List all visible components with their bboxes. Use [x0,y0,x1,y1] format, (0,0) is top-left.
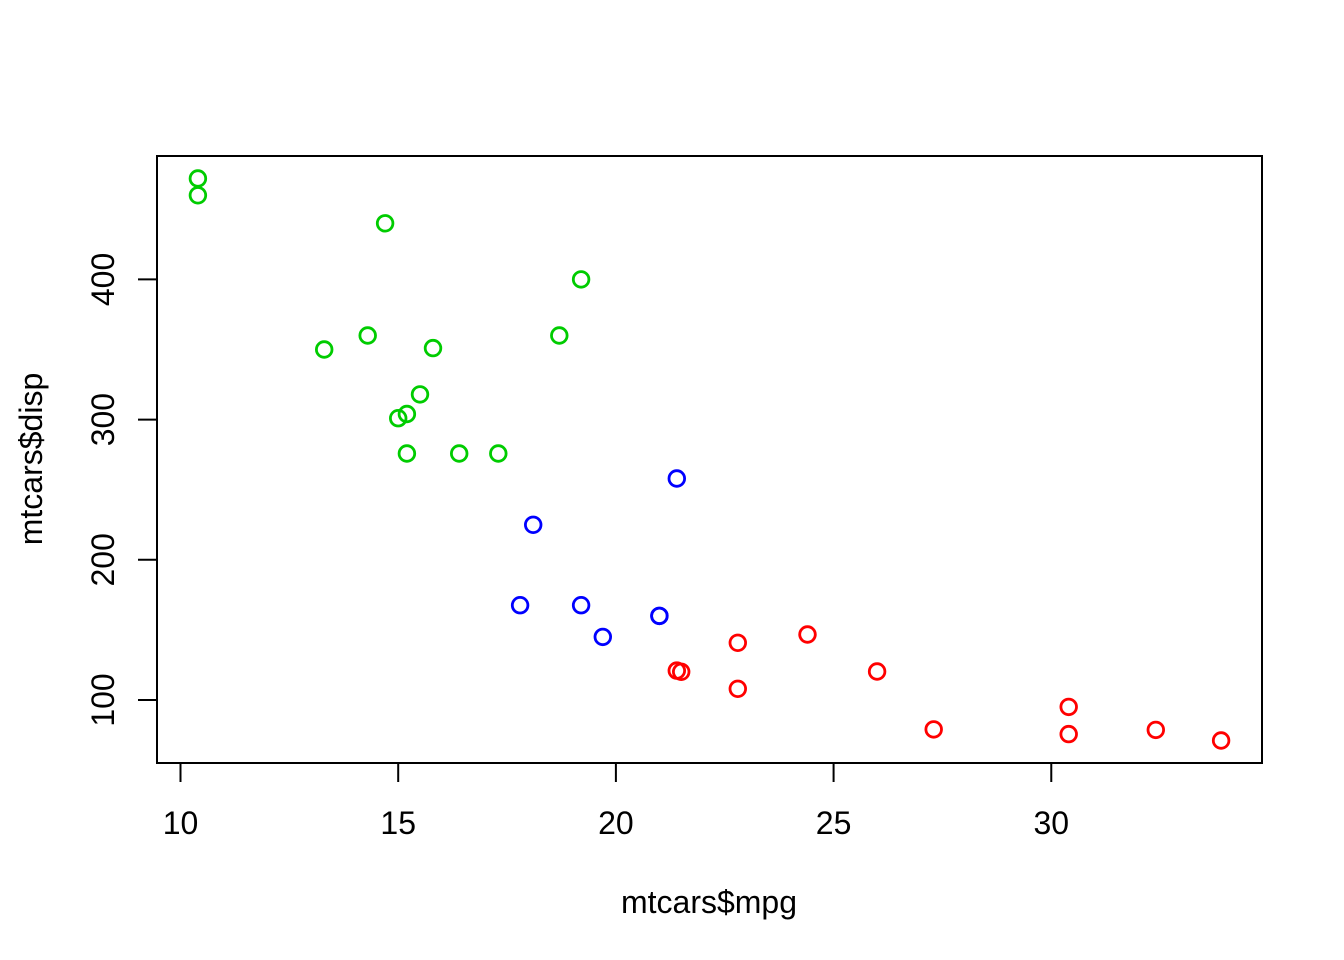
data-point-green [389,409,408,428]
data-point-green [489,444,508,463]
data-point-green [571,270,591,289]
x-axis-tick-label: 15 [380,805,416,841]
data-point-red [667,661,687,680]
data-point-red [867,662,887,681]
data-point-green [450,444,469,463]
data-point-blue [667,469,687,488]
data-point-green [315,340,334,359]
data-point-red [1059,697,1078,717]
data-point-green [188,186,208,205]
data-point-green [397,404,417,424]
data-point-red [1146,720,1166,740]
x-axis-tick-label: 25 [816,805,852,841]
x-axis-tick-label: 30 [1033,805,1069,841]
data-point-red [728,633,748,653]
y-axis-tick-label: 100 [85,673,121,726]
data-point-red [1059,724,1078,744]
plot-border-box [156,155,1263,764]
y-axis-tick-label: 200 [85,533,121,586]
data-point-green [423,338,443,358]
data-point-green [410,385,430,404]
y-axis-tick-label: 300 [85,393,121,446]
x-axis-tick-label: 10 [163,805,199,841]
axis-ticks: 10 15 20 25 30 100 200 300 400 [85,253,1069,841]
x-axis-tick-label: 20 [598,805,634,841]
data-point-blue [650,606,669,626]
data-point-blue [524,515,543,535]
data-point-red [924,720,943,739]
data-point-green [375,214,395,233]
data-point-blue [510,596,530,615]
data-point-red [1211,731,1231,750]
data-points [188,169,1231,750]
data-point-green [358,326,377,345]
x-axis-label: mtcars$mpg [621,884,797,920]
data-point-green [188,169,208,188]
data-point-red [728,679,748,699]
y-axis-tick-label: 400 [85,253,121,306]
data-point-blue [593,627,613,647]
data-point-green [550,326,569,345]
y-axis-label: mtcars$disp [13,373,49,546]
data-point-red [798,625,817,644]
data-point-green [397,444,417,463]
data-point-blue [571,596,591,615]
